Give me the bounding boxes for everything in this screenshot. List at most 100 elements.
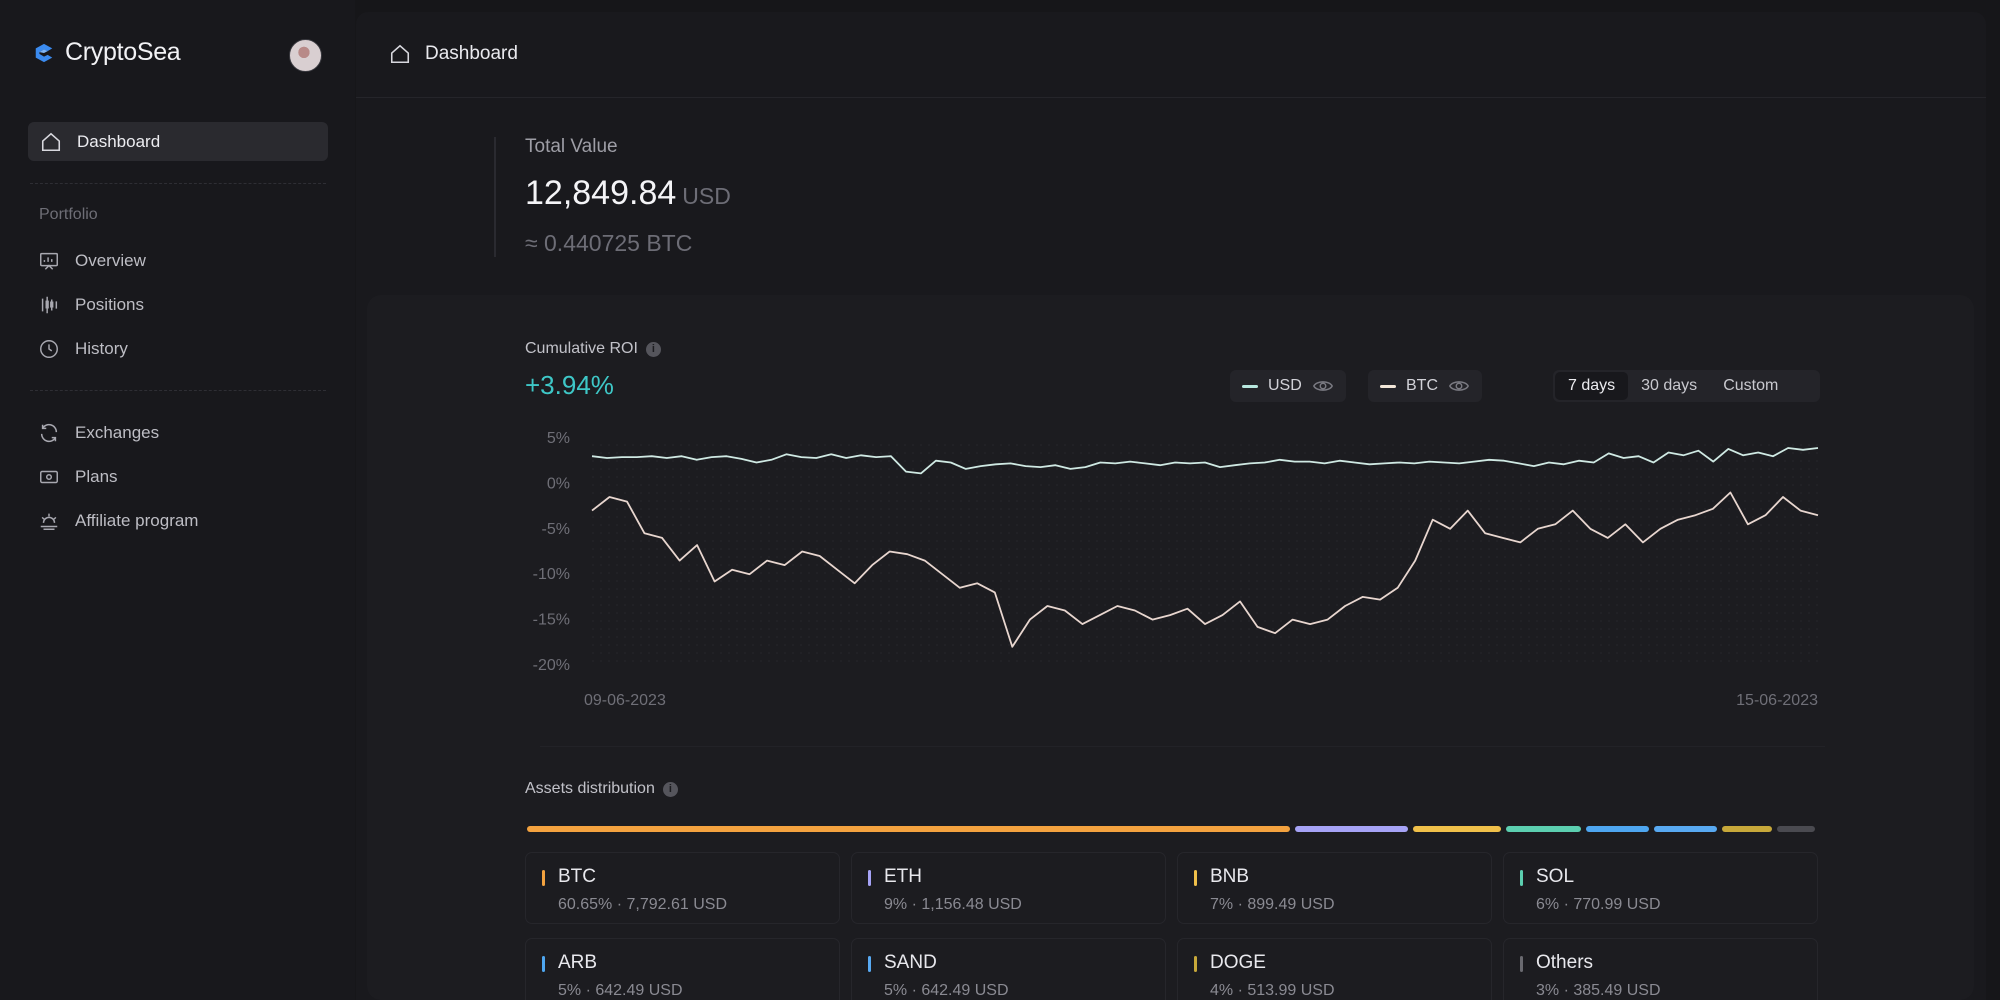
y-tick-label: -15% [533,612,570,629]
asset-name: SOL [1536,866,1575,887]
eye-icon[interactable] [1448,375,1470,397]
y-tick-label: -5% [542,521,570,538]
legend-swatch-usd [1242,384,1258,388]
time-range-selector: 7 days 30 days Custom [1553,370,1820,402]
asset-card-eth[interactable]: ETH 9% · 1,156.48 USD [851,852,1166,924]
asset-card-doge[interactable]: DOGE 4% · 513.99 USD [1177,938,1492,1000]
series-toggle-btc[interactable]: BTC [1368,370,1482,402]
sidebar-item-label: Plans [75,467,118,486]
asset-card-bnb[interactable]: BNB 7% · 899.49 USD [1177,852,1492,924]
sidebar-item-exchanges[interactable]: Exchanges [38,420,159,446]
asset-color-marker [1194,870,1197,886]
distribution-segment[interactable] [1294,826,1408,832]
asset-name: BTC [558,866,596,887]
asset-card-btc[interactable]: BTC 60.65% · 7,792.61 USD [525,852,840,924]
brand[interactable]: CryptoSea [33,38,181,67]
sidebar-item-label: Affiliate program [75,511,199,530]
asset-card-sol[interactable]: SOL 6% · 770.99 USD [1503,852,1818,924]
x-tick-label: 15-06-2023 [1736,692,1818,709]
asset-share-value: 3% · 385.49 USD [1536,982,1661,999]
asset-name: Others [1536,952,1594,973]
series-toggle-label: USD [1268,377,1302,394]
asset-color-marker [868,956,871,972]
info-icon[interactable]: i [662,781,678,797]
y-tick-label: 0% [547,475,570,492]
candlestick-icon [38,294,60,316]
sidebar-item-dashboard[interactable]: Dashboard [28,122,328,161]
asset-color-marker [1520,956,1523,972]
x-tick-label: 09-06-2023 [584,692,666,709]
asset-name: BNB [1210,866,1250,887]
asset-card-sand[interactable]: SAND 5% · 642.49 USD [851,938,1166,1000]
y-tick-label: -10% [533,566,570,583]
section-label-portfolio: Portfolio [39,206,98,223]
asset-color-marker [1520,870,1523,886]
avatar[interactable] [289,39,322,72]
divider [540,746,1825,747]
presentation-chart-icon [38,250,60,272]
roi-line-chart[interactable]: 5% 0% -5% -10% -15% -20% 09-06-2023 15-06-2023 [520,420,1820,760]
range-7-days-button[interactable]: 7 days [1555,372,1629,400]
eye-icon[interactable] [1312,375,1334,397]
asset-share-value: 7% · 899.49 USD [1210,896,1335,913]
roi-title: Cumulative ROI i [525,340,661,358]
asset-name: DOGE [1210,952,1266,973]
distribution-segment[interactable] [1721,826,1773,832]
divider [494,137,496,257]
sidebar-item-affiliate[interactable]: Affiliate program [38,508,198,534]
range-custom-button[interactable]: Custom [1723,377,1779,394]
top-bar [356,12,1986,98]
sidebar-item-positions[interactable]: Positions [38,292,144,318]
distribution-segment[interactable] [1412,826,1501,832]
asset-share-value: 9% · 1,156.48 USD [884,896,1022,913]
info-icon[interactable]: i [645,341,661,357]
sidebar-item-plans[interactable]: Plans [38,464,118,490]
distribution-segment[interactable] [1505,826,1582,832]
asset-name: ARB [558,952,598,973]
asset-card-arb[interactable]: ARB 5% · 642.49 USD [525,938,840,1000]
chart-plot-area [592,438,1818,665]
asset-share-value: 60.65% · 7,792.61 USD [558,896,727,913]
asset-name: SAND [884,952,937,973]
asset-name: ETH [884,866,922,887]
asset-color-marker [868,870,871,886]
roi-value: +3.94% [525,370,614,400]
total-value-amount: 12,849.84 [525,174,677,212]
assets-title: Assets distribution i [525,780,678,798]
assets-title-label: Assets distribution [525,780,655,797]
distribution-segment[interactable] [1777,826,1815,832]
sidebar-item-overview[interactable]: Overview [38,248,146,274]
home-icon [40,131,62,153]
home-icon [389,43,411,65]
total-value-label: Total Value [525,136,618,157]
asset-share-value: 5% · 642.49 USD [884,982,1009,999]
distribution-segment[interactable] [1654,826,1717,832]
distribution-segment[interactable] [527,826,1290,832]
divider [30,183,326,184]
sidebar-item-label: Dashboard [77,131,161,151]
series-line-usd[interactable] [591,447,1819,475]
asset-color-marker [542,870,545,886]
sidebar-item-history[interactable]: History [38,336,128,362]
asset-share-value: 5% · 642.49 USD [558,982,683,999]
distribution-bar [527,826,1815,832]
series-toggle-usd[interactable]: USD [1230,370,1346,402]
page-title: Dashboard [425,43,518,64]
legend-swatch-btc [1380,384,1396,388]
cryptosea-logo-icon [33,42,55,64]
sidebar-item-label: Exchanges [75,423,160,442]
total-value-unit: USD [682,183,731,209]
range-30-days-button[interactable]: 30 days [1641,377,1698,394]
sidebar-item-label: History [75,339,128,358]
breadcrumb[interactable]: Dashboard [389,43,518,65]
asset-card-others[interactable]: Others 3% · 385.49 USD [1503,938,1818,1000]
banknote-icon [38,466,60,488]
divider [30,390,326,391]
total-value-btc: ≈ 0.440725 BTC [525,230,693,256]
sidebar-item-label: Overview [75,251,146,270]
brand-name: CryptoSea [65,38,181,66]
series-line-btc[interactable] [591,491,1819,648]
sunrise-icon [38,510,60,532]
distribution-segment[interactable] [1586,826,1650,832]
sidebar-item-label: Positions [75,295,144,314]
